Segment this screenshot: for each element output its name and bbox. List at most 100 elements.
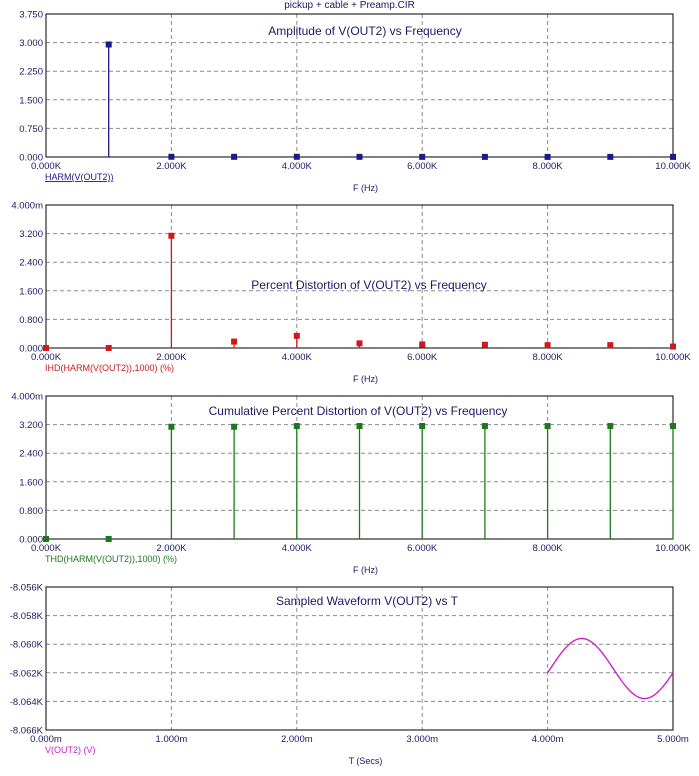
x-tick-label: 2.000K: [156, 352, 187, 363]
data-series-line: [547, 637, 674, 700]
data-point: [544, 423, 551, 430]
x-tick-label: 5.000m: [657, 734, 689, 745]
legend-label: THD(HARM(V(OUT2)),1000) (%): [45, 554, 177, 564]
y-tick-label: 1.600: [19, 286, 43, 297]
chart-title: Amplitude of V(OUT2) vs Frequency: [268, 24, 461, 38]
legend-label: IHD(HARM(V(OUT2)),1000) (%): [45, 363, 174, 373]
x-axis-label: T (Secs): [349, 756, 383, 766]
y-tick-label: -8.066K: [10, 726, 44, 737]
data-point: [419, 423, 426, 430]
x-tick-label: 2.000K: [156, 161, 187, 172]
y-tick-label: 2.400: [19, 449, 43, 460]
chart-panel-thd: 0.000 0.800 1.600 2.400 3.200 4.000m 0.000K 2.0…: [11, 392, 691, 576]
data-point: [231, 153, 238, 160]
y-tick-label: 1.500: [19, 95, 43, 106]
y-tick-label: 3.200: [19, 420, 43, 431]
y-tick-label: 0.000: [19, 535, 43, 546]
x-tick-label: 6.000K: [407, 161, 438, 172]
chart-panel-waveform: -8.066K -8.064K -8.062K -8.060K -8.058K -8.05…: [10, 583, 689, 767]
data-point: [168, 423, 175, 430]
chart-title: Percent Distortion of V(OUT2) vs Frequen…: [251, 278, 486, 292]
data-point: [544, 342, 551, 349]
y-tick-label: 3.200: [19, 229, 43, 240]
data-point: [105, 536, 112, 542]
plot-frame: [45, 586, 674, 731]
data-point: [607, 342, 614, 349]
data-point: [43, 536, 49, 542]
x-tick-label: 2.000m: [281, 734, 313, 745]
data-point: [356, 153, 363, 160]
data-point: [670, 423, 676, 430]
data-point: [293, 423, 300, 430]
chart-panel-amplitude: 0.000 0.750 1.500 2.250 3.000 3.750 0.000K 2.00…: [19, 10, 691, 194]
x-tick-label: 4.000K: [282, 352, 313, 363]
data-point: [481, 341, 488, 348]
data-point: [356, 340, 363, 347]
x-tick-label: 1.000m: [156, 734, 188, 745]
data-point: [419, 341, 426, 348]
data-point: [168, 153, 175, 160]
y-tick-label: 3.750: [19, 10, 43, 21]
chart-title: Cumulative Percent Distortion of V(OUT2)…: [209, 404, 508, 418]
y-tick-label: -8.064K: [10, 697, 44, 708]
y-tick-label: -8.062K: [10, 668, 44, 679]
legend-label: V(OUT2) (V): [45, 745, 96, 755]
data-point: [231, 338, 238, 345]
x-tick-label: 4.000m: [532, 734, 564, 745]
data-point: [607, 423, 614, 430]
data-point: [356, 423, 363, 430]
y-tick-label: 2.250: [19, 67, 43, 78]
x-tick-label: 10.000K: [655, 161, 691, 172]
data-point: [670, 153, 676, 160]
x-tick-label: 8.000K: [533, 161, 564, 172]
x-tick-label: 8.000K: [533, 543, 564, 554]
data-point: [293, 332, 300, 339]
data-point: [231, 423, 238, 430]
data-point: [168, 232, 175, 239]
y-tick-label: -8.058K: [10, 611, 44, 622]
y-tick-label: 2.400: [19, 258, 43, 269]
y-tick-label: 0.000: [19, 153, 43, 164]
data-point: [481, 153, 488, 160]
chart-panel-ihd: 0.000 0.800 1.600 2.400 3.200 4.000m 0.000K 2.0…: [11, 201, 691, 385]
chart-title: Sampled Waveform V(OUT2) vs T: [276, 594, 459, 608]
data-point: [43, 345, 49, 351]
x-tick-label: 0.000K: [31, 352, 62, 363]
data-point: [105, 41, 112, 48]
x-tick-label: 3.000m: [406, 734, 438, 745]
x-tick-label: 6.000K: [407, 543, 438, 554]
x-axis-label: F (Hz): [353, 183, 378, 193]
data-point: [607, 153, 614, 160]
x-tick-label: 4.000K: [282, 543, 313, 554]
x-tick-label: 6.000K: [407, 352, 438, 363]
x-axis-label: F (Hz): [353, 374, 378, 384]
window-title: pickup + cable + Preamp.CIR: [284, 0, 415, 11]
plot-frame: [45, 204, 674, 349]
y-tick-label: -8.056K: [10, 583, 44, 594]
x-axis-label: F (Hz): [353, 565, 378, 575]
y-tick-label: 0.750: [19, 124, 43, 135]
x-tick-label: 8.000K: [533, 352, 564, 363]
legend-label: HARM(V(OUT2)): [45, 172, 114, 182]
y-tick-label: 4.000m: [11, 201, 43, 212]
x-tick-label: 2.000K: [156, 543, 187, 554]
y-tick-label: 1.600: [19, 477, 43, 488]
data-point: [670, 343, 676, 350]
y-tick-label: 0.800: [19, 315, 43, 326]
data-point: [105, 345, 112, 351]
y-tick-label: 0.800: [19, 506, 43, 517]
data-point: [481, 423, 488, 430]
y-tick-label: 4.000m: [11, 392, 43, 403]
y-tick-label: 0.000: [19, 344, 43, 355]
data-point: [544, 153, 551, 160]
y-tick-label: -8.060K: [10, 640, 44, 651]
data-point: [419, 153, 426, 160]
y-tick-label: 3.000: [19, 38, 43, 49]
x-tick-label: 10.000K: [655, 543, 691, 554]
data-point: [293, 153, 300, 160]
x-tick-label: 4.000K: [282, 161, 313, 172]
x-tick-label: 0.000K: [31, 161, 62, 172]
x-tick-label: 0.000m: [30, 734, 62, 745]
x-tick-label: 0.000K: [31, 543, 62, 554]
